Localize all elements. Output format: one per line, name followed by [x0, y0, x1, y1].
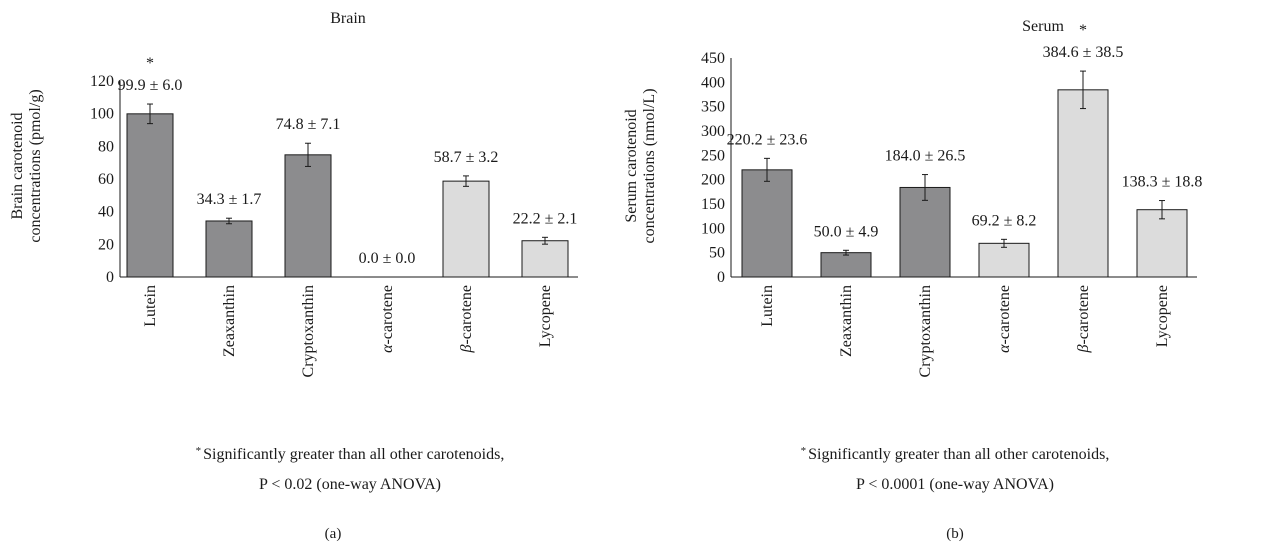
serum-y-tick-label: 150 — [701, 196, 725, 213]
serum-bar-6 — [1136, 209, 1188, 278]
brain-data-label-1: 99.9 ± 6.0 — [118, 77, 183, 94]
brain-bar-5 — [442, 180, 490, 278]
brain-data-label-4: 0.0 ± 0.0 — [359, 250, 416, 267]
brain-y-tick-label: 40 — [98, 204, 114, 221]
brain-category-label-6: Lycopene — [537, 285, 554, 347]
serum-bar-5 — [1057, 89, 1109, 278]
serum-category-greek-4: α — [996, 344, 1013, 353]
brain-y-tick-label: 100 — [90, 106, 114, 123]
serum-y-tick-label: 200 — [701, 172, 725, 189]
serum-data-label-5: 384.6 ± 38.5 — [1043, 44, 1124, 61]
brain-y-axis-title-line1: Brain carotenoid — [9, 112, 26, 219]
serum-category-label-1: Lutein — [759, 285, 776, 327]
caption-a-stat: P < 0.02 (one-way ANOVA) — [259, 476, 441, 493]
serum-data-label-2: 50.0 ± 4.9 — [814, 223, 879, 240]
serum-y-tick-label: 300 — [701, 123, 725, 140]
serum-y-tick-label: 0 — [717, 269, 725, 286]
brain-bar-3 — [284, 154, 332, 278]
caption-a-note-text: Significantly greater than all other car… — [203, 446, 505, 463]
caption-b-stat: P < 0.0001 (one-way ANOVA) — [856, 476, 1054, 493]
brain-data-label-3: 74.8 ± 7.1 — [276, 116, 341, 133]
brain-significance-marker: * — [146, 55, 154, 72]
brain-y-tick-label: 60 — [98, 171, 114, 188]
brain-category-greek-5: β — [458, 344, 475, 353]
brain-y-tick-label: 80 — [98, 138, 114, 155]
brain-y-tick-label: 120 — [90, 73, 114, 90]
serum-data-label-4: 69.2 ± 8.2 — [972, 212, 1037, 229]
serum-category-label-4: α-carotene — [996, 285, 1013, 353]
serum-y-axis-title-line1: Serum carotenoid — [623, 109, 640, 222]
serum-data-label-6: 138.3 ± 18.8 — [1122, 174, 1203, 191]
serum-y-tick-label: 450 — [701, 50, 725, 67]
serum-y-tick-label: 250 — [701, 147, 725, 164]
brain-category-label-5: β-carotene — [458, 285, 475, 353]
caption-a: * Significantly greater than all other ca… — [140, 438, 560, 498]
brain-y-tick-label: 20 — [98, 236, 114, 253]
serum-bar-4 — [978, 242, 1030, 278]
brain-data-label-2: 34.3 ± 1.7 — [197, 191, 262, 208]
panel-label-a: (a) — [324, 526, 342, 542]
panel-label-b: (b) — [946, 526, 964, 542]
serum-category-rest-4: -carotene — [996, 285, 1013, 345]
serum-bar-2 — [820, 252, 872, 278]
serum-chart-title: Serum — [1022, 18, 1064, 35]
brain-category-label-4: α-carotene — [379, 285, 396, 353]
brain-chart-title: Brain — [330, 10, 366, 27]
brain-y-tick-label: 0 — [106, 269, 114, 286]
brain-category-label-3: Cryptoxanthin — [300, 285, 317, 377]
brain-category-greek-4: α — [379, 344, 396, 353]
serum-category-label-3: Cryptoxanthin — [917, 285, 934, 377]
serum-y-tick-label: 100 — [701, 220, 725, 237]
brain-category-label-2: Zeaxanthin — [221, 285, 238, 357]
brain-bar-2 — [205, 220, 253, 278]
caption-b-marker: * — [800, 445, 807, 457]
brain-y-axis-title-line2: concentrations (pmol/g) — [27, 89, 44, 242]
serum-data-label-1: 220.2 ± 23.6 — [727, 131, 808, 148]
serum-y-axis-title-line2: concentrations (nmol/L) — [641, 88, 658, 243]
caption-b-note-text: Significantly greater than all other car… — [808, 446, 1110, 463]
serum-y-tick-label: 400 — [701, 74, 725, 91]
brain-data-label-5: 58.7 ± 3.2 — [434, 149, 499, 166]
serum-bar-3 — [899, 186, 951, 278]
serum-y-axis-title: Serum carotenoidconcentrations (nmol/L) — [623, 88, 658, 243]
brain-data-label-6: 22.2 ± 2.1 — [513, 210, 578, 227]
serum-category-greek-5: β — [1075, 344, 1092, 353]
caption-b: * Significantly greater than all other ca… — [725, 438, 1185, 498]
brain-category-label-1: Lutein — [142, 285, 159, 327]
brain-bar-6 — [521, 240, 569, 278]
serum-bar-1 — [741, 169, 793, 278]
serum-category-label-5: β-carotene — [1075, 285, 1092, 353]
serum-category-label-6: Lycopene — [1154, 285, 1171, 347]
brain-bar-1 — [126, 113, 174, 278]
serum-y-tick-label: 50 — [709, 245, 725, 262]
caption-a-note: * Significantly greater than all other ca… — [140, 438, 560, 464]
caption-b-note: * Significantly greater than all other ca… — [725, 438, 1185, 464]
brain-y-axis-title: Brain carotenoidconcentrations (pmol/g) — [9, 89, 44, 242]
serum-data-label-3: 184.0 ± 26.5 — [885, 148, 966, 165]
brain-category-rest-4: -carotene — [379, 285, 396, 345]
serum-y-tick-label: 350 — [701, 99, 725, 116]
brain-category-rest-5: -carotene — [458, 285, 475, 345]
serum-category-label-2: Zeaxanthin — [838, 285, 855, 357]
serum-category-rest-5: -carotene — [1075, 285, 1092, 345]
serum-significance-marker: * — [1079, 22, 1087, 39]
caption-a-marker: * — [195, 445, 202, 457]
